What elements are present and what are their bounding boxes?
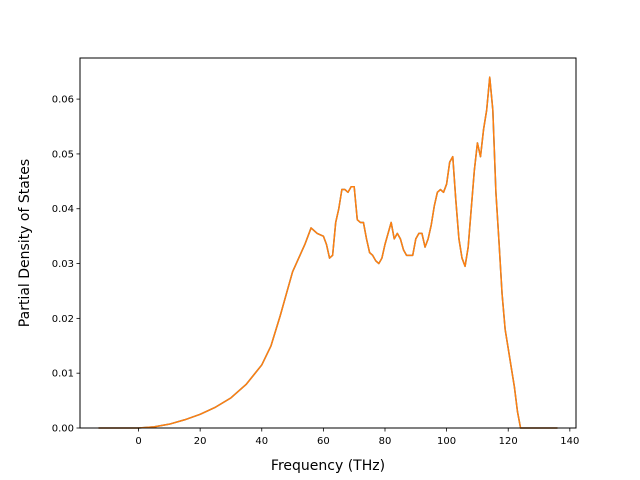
x-tick-label: 20: [194, 436, 207, 447]
y-tick-label: 0.03: [52, 259, 74, 270]
x-axis-label: Frequency (THz): [271, 458, 385, 474]
x-tick-label: 60: [317, 436, 330, 447]
series-line-2: [98, 76, 558, 429]
x-tick-label: 80: [379, 436, 392, 447]
series-layer: [98, 76, 558, 429]
y-tick-label: 0.00: [52, 424, 74, 435]
plot-area: [79, 57, 577, 429]
y-tick-label: 0.05: [52, 149, 74, 160]
y-axis-label: Partial Density of States: [17, 159, 33, 327]
x-tick-label: 120: [499, 436, 518, 447]
y-tick-label: 0.04: [52, 204, 74, 215]
x-tick-label: 100: [437, 436, 456, 447]
x-axis-ticks: 0 20 40 60 80 100 120 140: [135, 428, 579, 447]
y-tick-label: 0.01: [52, 369, 74, 380]
x-tick-label: 0: [135, 436, 141, 447]
x-tick-label: 40: [255, 436, 268, 447]
y-tick-label: 0.02: [52, 314, 74, 325]
x-tick-label: 140: [560, 436, 579, 447]
y-tick-label: 0.06: [52, 95, 74, 106]
axes-frame: [79, 57, 577, 429]
y-axis-ticks: 0.00 0.01 0.02 0.03 0.04 0.05 0.06: [52, 95, 80, 435]
